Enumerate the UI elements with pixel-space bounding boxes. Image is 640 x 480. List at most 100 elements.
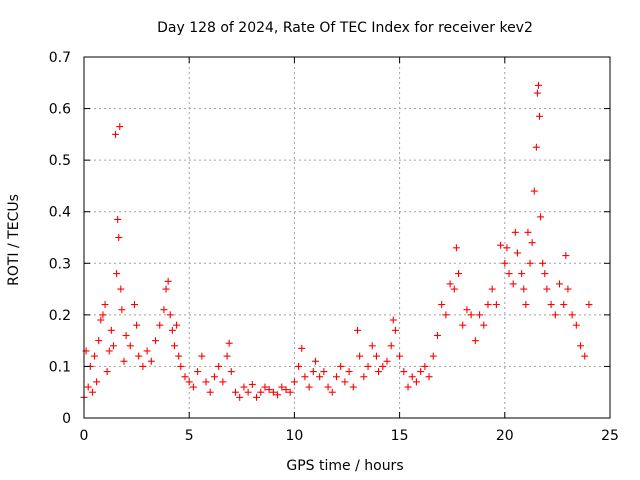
data-point: [278, 383, 286, 391]
data-point: [93, 378, 101, 386]
data-point: [227, 368, 235, 376]
data-point: [572, 321, 580, 329]
data-point: [261, 383, 269, 391]
data-point: [421, 362, 429, 370]
data-point: [147, 357, 155, 365]
data-point: [513, 249, 521, 257]
y-axis-label: ROTI / TECUs: [6, 194, 22, 286]
data-point: [408, 373, 416, 381]
data-point: [328, 388, 336, 396]
data-point: [97, 316, 105, 324]
data-point: [162, 285, 170, 293]
data-point: [364, 362, 372, 370]
data-point: [236, 393, 244, 401]
data-point: [509, 280, 517, 288]
data-point: [581, 352, 589, 360]
data-point: [375, 368, 383, 376]
data-point: [122, 331, 130, 339]
data-point: [556, 280, 564, 288]
data-point: [99, 311, 107, 319]
data-point: [324, 383, 332, 391]
data-point: [503, 244, 511, 252]
data-point: [379, 362, 387, 370]
data-point: [265, 386, 273, 394]
y-tick-label: 0.5: [49, 153, 71, 169]
data-point: [372, 352, 380, 360]
y-tick-label: 0.6: [49, 102, 71, 118]
data-point: [345, 368, 353, 376]
data-point: [511, 228, 519, 236]
data-point: [298, 344, 306, 352]
data-point: [442, 311, 450, 319]
data-point: [130, 301, 138, 309]
data-point: [391, 326, 399, 334]
data-point: [492, 301, 500, 309]
data-point: [337, 362, 345, 370]
data-point: [530, 187, 538, 195]
data-point: [332, 373, 340, 381]
data-point: [126, 342, 134, 350]
data-point: [112, 130, 120, 138]
data-point: [107, 326, 115, 334]
data-point: [455, 270, 463, 278]
data-point: [360, 373, 368, 381]
data-point: [349, 383, 357, 391]
data-point: [526, 259, 534, 267]
y-tick-label: 0.2: [49, 308, 71, 324]
data-point: [412, 378, 420, 386]
data-point: [118, 306, 126, 314]
data-point: [231, 388, 239, 396]
x-tick-labels: 0 5 10 15 20 25: [80, 428, 619, 444]
data-point: [120, 357, 128, 365]
data-point: [301, 373, 309, 381]
data-point: [383, 357, 391, 365]
data-point: [536, 112, 544, 120]
data-point: [568, 311, 576, 319]
data-point: [354, 326, 362, 334]
data-point: [219, 378, 227, 386]
data-point: [166, 311, 174, 319]
y-tick-labels: 0 0.1 0.2 0.3 0.4 0.5 0.6 0.7: [49, 50, 71, 427]
y-tick-label: 0: [62, 411, 71, 427]
data-point: [175, 352, 183, 360]
data-point: [396, 352, 404, 360]
data-point: [194, 368, 202, 376]
data-point: [524, 228, 532, 236]
x-tick-label: 25: [601, 428, 619, 444]
data-point: [95, 337, 103, 345]
tick-marks: [83, 56, 611, 419]
data-point: [295, 362, 303, 370]
data-point: [101, 301, 109, 309]
data-point: [109, 342, 117, 350]
data-point: [257, 388, 265, 396]
data-point: [400, 368, 408, 376]
data-point: [160, 306, 168, 314]
data-point: [520, 285, 528, 293]
data-point: [534, 81, 542, 89]
data-point: [316, 373, 324, 381]
data-point: [181, 373, 189, 381]
data-point: [537, 213, 545, 221]
data-point: [368, 342, 376, 350]
data-point: [387, 342, 395, 350]
x-tick-label: 5: [185, 428, 194, 444]
data-point: [198, 352, 206, 360]
data-point: [471, 337, 479, 345]
data-point: [476, 311, 484, 319]
data-point: [541, 270, 549, 278]
data-point: [532, 143, 540, 151]
data-point: [459, 321, 467, 329]
data-point: [585, 301, 593, 309]
data-point: [91, 352, 99, 360]
data-point: [480, 321, 488, 329]
data-point: [522, 301, 530, 309]
x-tick-label: 0: [80, 428, 89, 444]
y-tick-label: 0.4: [49, 205, 71, 221]
data-point: [164, 277, 172, 285]
data-point: [103, 368, 111, 376]
data-point: [341, 378, 349, 386]
data-point: [484, 301, 492, 309]
y-tick-label: 0.7: [49, 50, 71, 66]
data-point: [282, 386, 290, 394]
data-point: [505, 270, 513, 278]
